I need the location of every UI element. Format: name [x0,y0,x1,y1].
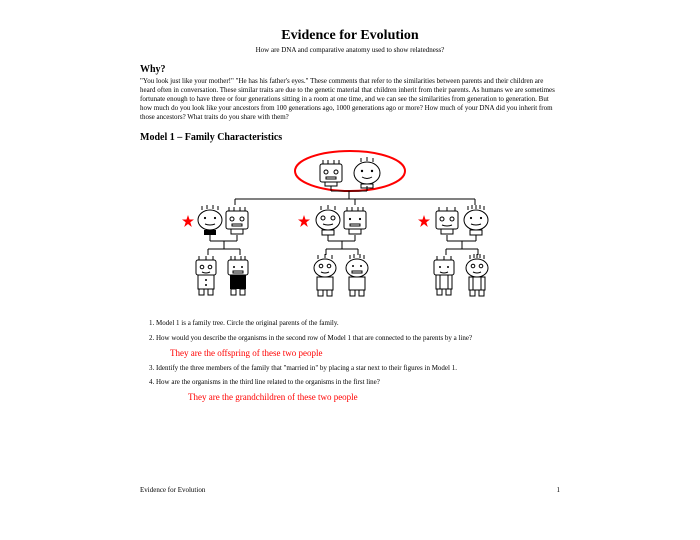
why-heading: Why? [140,64,560,75]
question-3: Identify the three members of the family… [156,364,560,373]
why-body: "You look just like your mother!" "He ha… [140,77,560,122]
answer-4: They are the grandchildren of these two … [140,392,560,402]
star-icon [418,215,430,227]
row2-fig-5 [436,207,458,234]
footer-page-number: 1 [557,486,561,494]
footer-left: Evidence for Evolution [140,486,205,494]
row3-fig-4 [346,254,368,296]
worksheet-page: Evidence for Evolution How are DNA and c… [140,0,560,402]
row3-fig-2 [228,256,248,295]
row2-fig-2 [226,207,248,234]
answer-2: They are the offspring of these two peop… [140,348,560,358]
question-list-b: Identify the three members of the family… [140,364,560,387]
row3-fig-5 [434,256,454,295]
star-icon [298,215,310,227]
row2-fig-6 [464,205,488,235]
row3-fig-1 [196,256,216,295]
row2-fig-3 [316,205,340,235]
row2-fig-4 [344,207,366,234]
question-1: Model 1 is a family tree. Circle the ori… [156,319,560,328]
family-tree-diagram [140,149,560,319]
model-heading: Model 1 – Family Characteristics [140,132,560,143]
row2-fig-1 [198,205,222,235]
row3-fig-3 [314,254,336,296]
question-2: How would you describe the organisms in … [156,334,560,343]
parent-circle-annotation [295,151,405,191]
parent-2 [354,157,380,188]
page-subtitle: How are DNA and comparative anatomy used… [140,46,560,54]
row3-fig-6 [466,254,488,296]
parent-1 [320,160,342,186]
star-icon [182,215,194,227]
question-list: Model 1 is a family tree. Circle the ori… [140,319,560,342]
page-title: Evidence for Evolution [140,28,560,44]
question-4: How are the organisms in the third line … [156,378,560,387]
page-footer: Evidence for Evolution 1 [140,486,560,494]
